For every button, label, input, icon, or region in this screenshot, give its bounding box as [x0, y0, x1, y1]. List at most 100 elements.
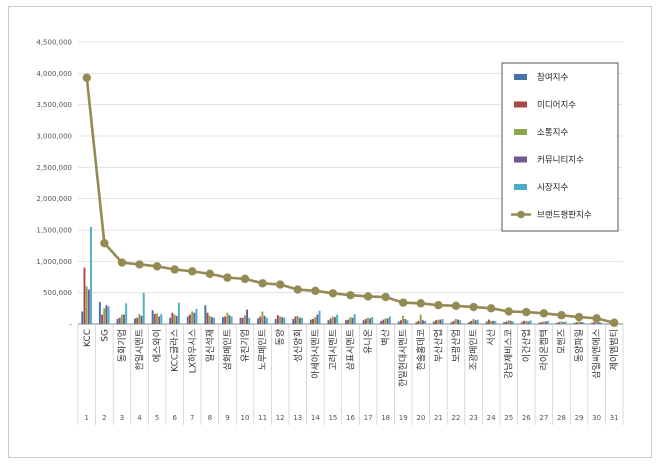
- legend-box: [501, 62, 619, 232]
- category-label: 삼화페인트: [222, 329, 233, 370]
- bar: [366, 317, 369, 324]
- bar: [193, 312, 196, 324]
- bar: [171, 312, 174, 324]
- line-point: [82, 73, 91, 82]
- line-point: [152, 262, 162, 271]
- bar: [101, 314, 103, 324]
- bar: [309, 319, 312, 324]
- category-index: 29: [575, 414, 584, 422]
- category-label: 라이온켐텍: [538, 329, 550, 370]
- category-label: 일신석재: [205, 329, 216, 362]
- bar: [226, 312, 229, 324]
- x-axis: KCC 1 SG 2 동화기업 3 한일시멘트 4 에스와이 5 KCC글라스 6 LX하우시스 7 일신석…: [77, 324, 624, 425]
- brand-index-line: [82, 73, 619, 327]
- category-index: 28: [557, 414, 566, 422]
- bar: [351, 317, 354, 324]
- category-index: 11: [258, 414, 267, 422]
- line-point: [346, 290, 355, 300]
- bar: [617, 323, 620, 324]
- chart-frame: - 500,000 1,000,000 1,500,000 2,000,000 2,500…: [8, 6, 652, 458]
- bar: [540, 322, 543, 324]
- category-index: 14: [311, 414, 320, 422]
- bar: [435, 320, 438, 324]
- line-point: [328, 289, 338, 298]
- bar: [138, 313, 141, 324]
- bar: [153, 313, 156, 324]
- bar: [136, 317, 139, 324]
- bar: [298, 317, 301, 324]
- line-point: [381, 292, 390, 302]
- bar: [221, 317, 224, 324]
- line-point: [399, 298, 408, 307]
- bar: [439, 319, 442, 324]
- bar: [105, 305, 108, 324]
- bar: [582, 322, 585, 324]
- bar: [257, 318, 260, 324]
- y-tick-label: 1,000,000: [36, 258, 72, 266]
- bar: [454, 318, 457, 324]
- bar: [263, 315, 266, 324]
- bar: [327, 320, 330, 324]
- bar: [347, 319, 350, 324]
- bar: [329, 318, 332, 324]
- bar: [134, 318, 136, 324]
- y-tick-label: 3,000,000: [36, 133, 72, 141]
- legend-label: 소통지수: [537, 128, 568, 138]
- bar: [525, 320, 528, 324]
- bar: [296, 315, 299, 324]
- bar: [494, 320, 497, 324]
- y-tick-label: 1,500,000: [36, 227, 72, 235]
- line-point: [574, 312, 584, 322]
- bar: [487, 319, 490, 324]
- line-point: [469, 302, 478, 312]
- bar: [432, 321, 435, 324]
- y-tick-label: 2,500,000: [36, 164, 72, 172]
- bar: [476, 319, 479, 324]
- bar: [507, 320, 510, 324]
- bar: [160, 313, 163, 324]
- bar: [210, 317, 213, 324]
- bar: [224, 316, 227, 324]
- category-label: 이건산업: [521, 329, 532, 362]
- bar: [544, 321, 547, 324]
- category-index: 30: [592, 414, 601, 422]
- line-point: [557, 311, 566, 320]
- bar: [107, 306, 110, 324]
- y-axis: - 500,000 1,000,000 1,500,000 2,000,000 2,500…: [36, 39, 72, 329]
- bar: [562, 322, 565, 324]
- category-index: 19: [399, 414, 408, 422]
- category-label: 노루페인트: [258, 329, 269, 370]
- gridlines: [78, 41, 623, 325]
- category-index: 12: [276, 414, 285, 422]
- bar: [279, 316, 281, 324]
- legend-label: 커뮤니티지수: [537, 155, 584, 166]
- line-point: [170, 265, 179, 274]
- bar: [450, 322, 453, 324]
- line-point: [592, 314, 601, 323]
- category-label: 제이엠범티: [608, 329, 620, 370]
- legend-swatch: [514, 184, 527, 190]
- bar: [334, 317, 336, 324]
- bar: [261, 311, 264, 324]
- bar: [529, 320, 532, 324]
- category-index: 27: [539, 414, 548, 422]
- category-label: 유진기업: [240, 329, 251, 362]
- bar: [206, 312, 209, 324]
- brand-reputation-chart: - 500,000 1,000,000 1,500,000 2,000,000 2,500…: [36, 39, 624, 425]
- bar: [173, 314, 176, 324]
- bar: [437, 319, 440, 324]
- bar: [191, 311, 194, 324]
- bar: [248, 317, 251, 324]
- bar: [276, 315, 279, 324]
- bar: [83, 267, 86, 324]
- bar: [208, 315, 211, 324]
- line-point: [539, 309, 549, 318]
- y-tick-label: 4,000,000: [36, 70, 72, 78]
- line-point: [117, 258, 127, 267]
- category-index: 31: [610, 414, 619, 422]
- line-point: [610, 318, 619, 327]
- category-label: 한일현대시멘트: [398, 329, 409, 387]
- bar: [382, 319, 385, 324]
- bar: [384, 318, 387, 324]
